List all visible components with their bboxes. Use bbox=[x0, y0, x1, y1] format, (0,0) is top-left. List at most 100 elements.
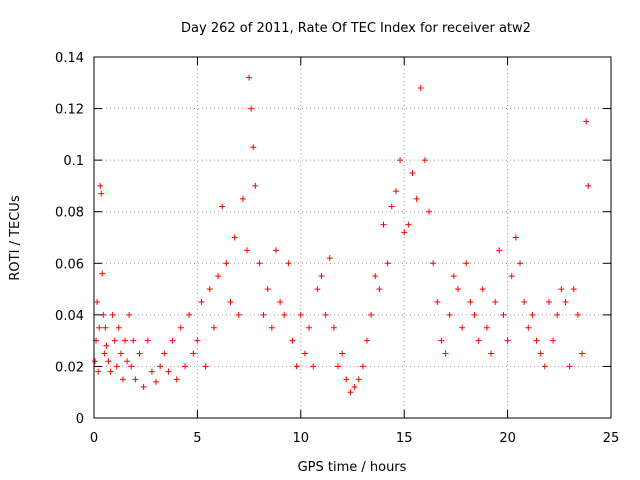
data-point bbox=[459, 324, 466, 331]
data-point bbox=[554, 311, 561, 318]
data-point bbox=[310, 363, 317, 370]
data-point bbox=[442, 350, 449, 357]
data-point bbox=[177, 324, 184, 331]
data-point bbox=[322, 311, 329, 318]
data-point bbox=[450, 273, 457, 280]
data-point bbox=[550, 337, 557, 344]
data-point bbox=[115, 324, 122, 331]
data-point bbox=[235, 311, 242, 318]
data-point bbox=[248, 105, 255, 112]
data-point bbox=[479, 286, 486, 293]
x-tick-label: 25 bbox=[603, 431, 620, 446]
data-point bbox=[347, 389, 354, 396]
data-point bbox=[471, 311, 478, 318]
data-point bbox=[525, 324, 532, 331]
data-point bbox=[430, 260, 437, 267]
chart-title: Day 262 of 2011, Rate Of TEC Index for r… bbox=[181, 21, 531, 36]
data-point bbox=[126, 311, 133, 318]
data-point bbox=[434, 298, 441, 305]
data-point bbox=[306, 324, 313, 331]
data-point bbox=[144, 337, 151, 344]
data-point bbox=[359, 363, 366, 370]
data-point bbox=[117, 350, 124, 357]
data-point bbox=[545, 298, 552, 305]
data-point bbox=[521, 298, 528, 305]
data-point bbox=[165, 368, 172, 375]
data-point bbox=[111, 337, 118, 344]
data-point bbox=[102, 324, 109, 331]
data-point bbox=[194, 337, 201, 344]
data-point bbox=[467, 298, 474, 305]
data-point bbox=[566, 363, 573, 370]
data-point bbox=[109, 311, 116, 318]
data-point bbox=[103, 342, 110, 349]
data-point bbox=[496, 247, 503, 254]
data-point bbox=[297, 311, 304, 318]
y-tick-label: 0.1 bbox=[63, 154, 84, 169]
data-point bbox=[264, 286, 271, 293]
data-point bbox=[339, 350, 346, 357]
data-point bbox=[574, 311, 581, 318]
data-point bbox=[128, 363, 135, 370]
data-point bbox=[488, 350, 495, 357]
y-tick-label: 0.14 bbox=[55, 51, 84, 66]
x-tick-label: 0 bbox=[90, 431, 98, 446]
data-point bbox=[99, 270, 106, 277]
y-tick-label: 0.04 bbox=[55, 309, 84, 324]
data-point bbox=[140, 384, 147, 391]
data-point bbox=[136, 350, 143, 357]
x-axis-label: GPS time / hours bbox=[298, 460, 407, 475]
data-point bbox=[97, 182, 104, 189]
data-point bbox=[388, 203, 395, 210]
data-point bbox=[148, 368, 155, 375]
x-tick-label: 5 bbox=[193, 431, 201, 446]
data-point bbox=[541, 363, 548, 370]
data-point bbox=[380, 221, 387, 228]
data-point bbox=[122, 337, 129, 344]
data-point bbox=[202, 363, 209, 370]
data-point bbox=[124, 358, 131, 365]
data-point bbox=[421, 157, 428, 164]
data-point bbox=[246, 74, 253, 81]
x-axis-ticks: 0 5 10 15 20 25 bbox=[90, 57, 619, 446]
data-point bbox=[157, 363, 164, 370]
y-tick-label: 0 bbox=[76, 412, 84, 427]
data-point bbox=[562, 298, 569, 305]
data-point bbox=[372, 273, 379, 280]
data-point bbox=[318, 273, 325, 280]
y-axis-ticks: 0 0.02 0.04 0.06 0.08 0.1 0.12 0.14 bbox=[55, 51, 611, 427]
data-point bbox=[500, 311, 507, 318]
data-point bbox=[260, 311, 267, 318]
y-tick-label: 0.12 bbox=[55, 103, 84, 118]
grid-lines bbox=[94, 57, 611, 418]
data-point bbox=[454, 286, 461, 293]
data-point bbox=[277, 298, 284, 305]
data-point bbox=[409, 170, 416, 177]
data-point bbox=[438, 337, 445, 344]
data-point bbox=[132, 376, 139, 383]
data-point bbox=[113, 363, 120, 370]
data-point bbox=[101, 350, 108, 357]
data-point bbox=[210, 324, 217, 331]
data-point bbox=[392, 188, 399, 195]
data-point bbox=[368, 311, 375, 318]
data-point bbox=[293, 363, 300, 370]
data-point bbox=[446, 311, 453, 318]
data-point bbox=[537, 350, 544, 357]
data-point bbox=[413, 195, 420, 202]
data-point bbox=[98, 190, 105, 197]
data-point bbox=[181, 363, 188, 370]
data-point bbox=[508, 273, 515, 280]
data-point bbox=[95, 368, 102, 375]
data-point bbox=[219, 203, 226, 210]
data-point bbox=[173, 376, 180, 383]
data-point bbox=[401, 229, 408, 236]
y-tick-label: 0.06 bbox=[55, 257, 84, 272]
data-point bbox=[250, 144, 257, 151]
data-point bbox=[272, 247, 279, 254]
data-point bbox=[512, 234, 519, 241]
data-point bbox=[583, 118, 590, 125]
data-point bbox=[397, 157, 404, 164]
data-point bbox=[231, 234, 238, 241]
data-point bbox=[186, 311, 193, 318]
